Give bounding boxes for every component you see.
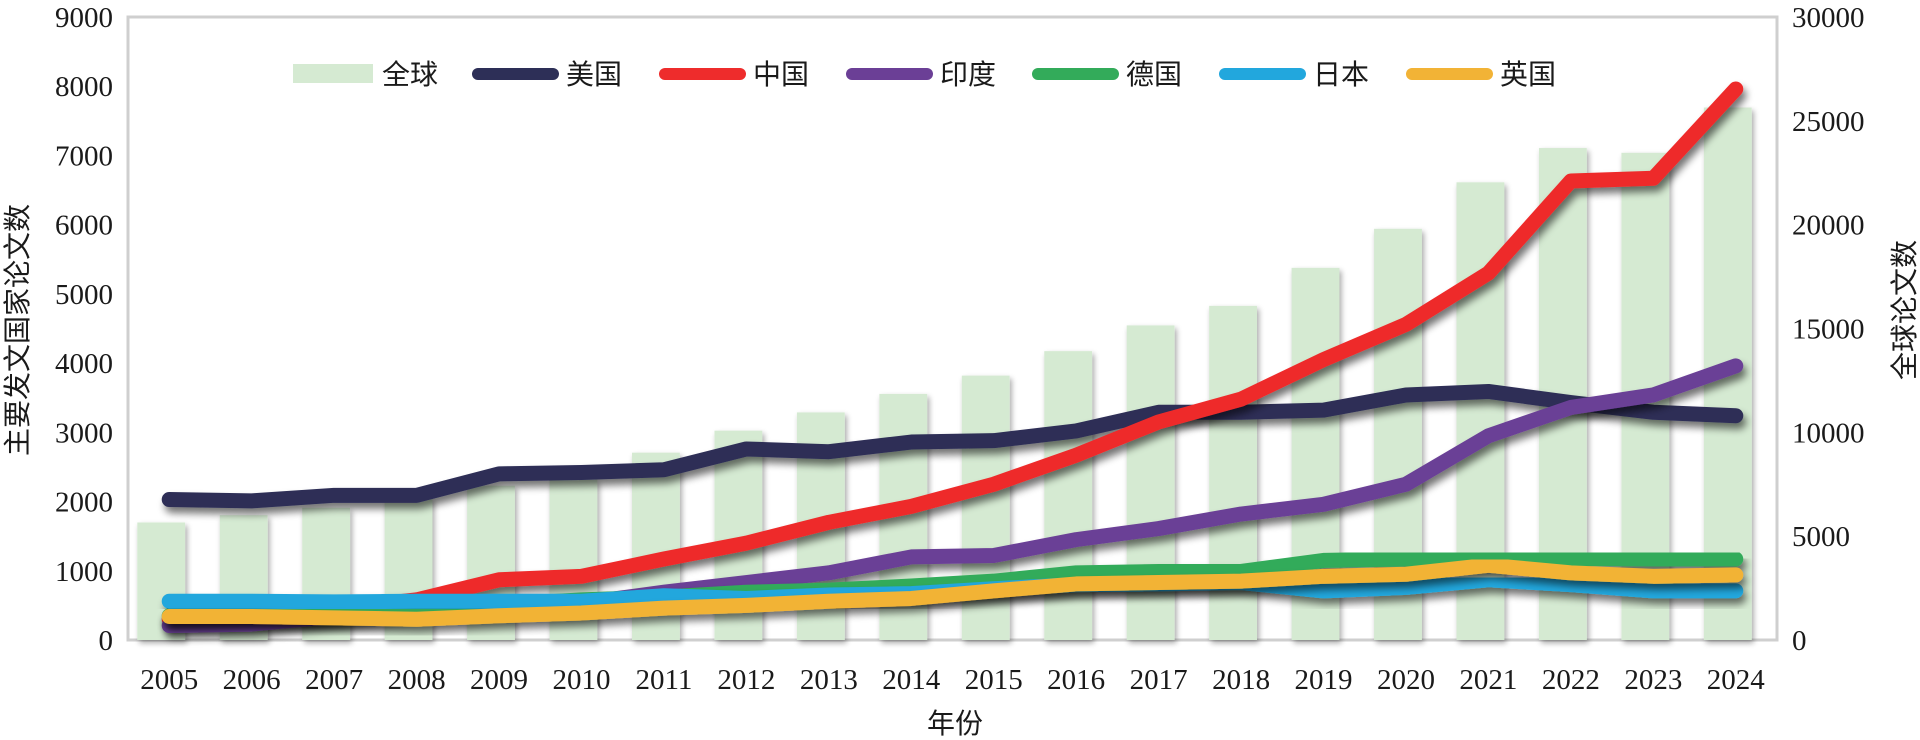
x-tick-label: 2019 bbox=[1295, 664, 1353, 696]
legend-swatch-global bbox=[293, 64, 373, 83]
x-tick-label: 2011 bbox=[635, 664, 692, 696]
y-left-tick-label: 3000 bbox=[55, 417, 113, 449]
y-right-tick-label: 0 bbox=[1792, 625, 1807, 657]
x-tick-label: 2024 bbox=[1707, 664, 1766, 696]
y-left-tick-label: 6000 bbox=[55, 210, 113, 242]
x-tick-label: 2009 bbox=[470, 664, 528, 696]
x-axis: 2005 2006 2007 2008 2009 2010 2011 2012 2013 2014… bbox=[140, 664, 1765, 696]
x-tick-label: 2022 bbox=[1542, 664, 1600, 696]
y-axis-right: 0 5000 10000 15000 20000 25000 30000 bbox=[1792, 2, 1865, 657]
x-tick-label: 2007 bbox=[305, 664, 363, 696]
x-tick-label: 2021 bbox=[1459, 664, 1517, 696]
y-axis-left-title: 主要发文国家论文数 bbox=[1, 204, 34, 456]
legend-label-2: 印度 bbox=[940, 58, 996, 91]
x-tick-label: 2016 bbox=[1047, 664, 1105, 696]
y-axis-left: 0 1000 2000 3000 4000 5000 6000 7000 8000 9000 bbox=[55, 2, 113, 657]
line-series-group bbox=[161, 81, 1744, 633]
y-right-tick-label: 5000 bbox=[1792, 521, 1850, 553]
x-tick-label: 2015 bbox=[965, 664, 1023, 696]
x-tick-label: 2023 bbox=[1624, 664, 1682, 696]
y-left-tick-label: 7000 bbox=[55, 140, 113, 172]
x-axis-title: 年份 bbox=[927, 707, 983, 740]
x-tick-label: 2012 bbox=[717, 664, 775, 696]
y-left-tick-label: 9000 bbox=[55, 2, 113, 34]
y-right-tick-label: 30000 bbox=[1792, 2, 1865, 34]
x-tick-label: 2020 bbox=[1377, 664, 1435, 696]
legend: 全球 美国 中国 印度 德国 日本 英国 bbox=[293, 58, 1556, 91]
line-series-0 bbox=[161, 383, 1744, 509]
line-series-5 bbox=[161, 557, 1744, 627]
x-tick-label: 2018 bbox=[1212, 664, 1270, 696]
bar-global-2016 bbox=[1044, 351, 1093, 640]
x-tick-label: 2005 bbox=[140, 664, 198, 696]
x-tick-label: 2006 bbox=[223, 664, 281, 696]
legend-label-0: 美国 bbox=[566, 58, 622, 91]
y-left-tick-label: 8000 bbox=[55, 71, 113, 103]
y-left-tick-label: 1000 bbox=[55, 556, 113, 588]
y-right-tick-label: 25000 bbox=[1792, 106, 1865, 138]
plot-frame bbox=[126, 15, 1779, 642]
y-left-tick-label: 2000 bbox=[55, 487, 113, 519]
y-axis-right-title: 全球论文数 bbox=[1888, 240, 1920, 380]
bar-global-2017 bbox=[1126, 325, 1175, 640]
legend-label-5: 英国 bbox=[1500, 58, 1556, 91]
legend-label-global: 全球 bbox=[382, 58, 438, 91]
y-right-tick-label: 20000 bbox=[1792, 210, 1865, 242]
y-left-tick-label: 0 bbox=[99, 625, 114, 657]
legend-label-1: 中国 bbox=[753, 58, 809, 91]
x-tick-label: 2017 bbox=[1130, 664, 1188, 696]
x-tick-label: 2010 bbox=[552, 664, 610, 696]
y-left-tick-label: 4000 bbox=[55, 348, 113, 380]
y-left-tick-label: 5000 bbox=[55, 279, 113, 311]
x-tick-label: 2013 bbox=[800, 664, 858, 696]
y-right-tick-label: 15000 bbox=[1792, 314, 1865, 346]
x-tick-label: 2008 bbox=[388, 664, 446, 696]
y-right-tick-label: 10000 bbox=[1792, 417, 1865, 449]
x-tick-label: 2014 bbox=[882, 664, 941, 696]
legend-label-3: 德国 bbox=[1126, 58, 1182, 91]
legend-label-4: 日本 bbox=[1313, 58, 1369, 91]
